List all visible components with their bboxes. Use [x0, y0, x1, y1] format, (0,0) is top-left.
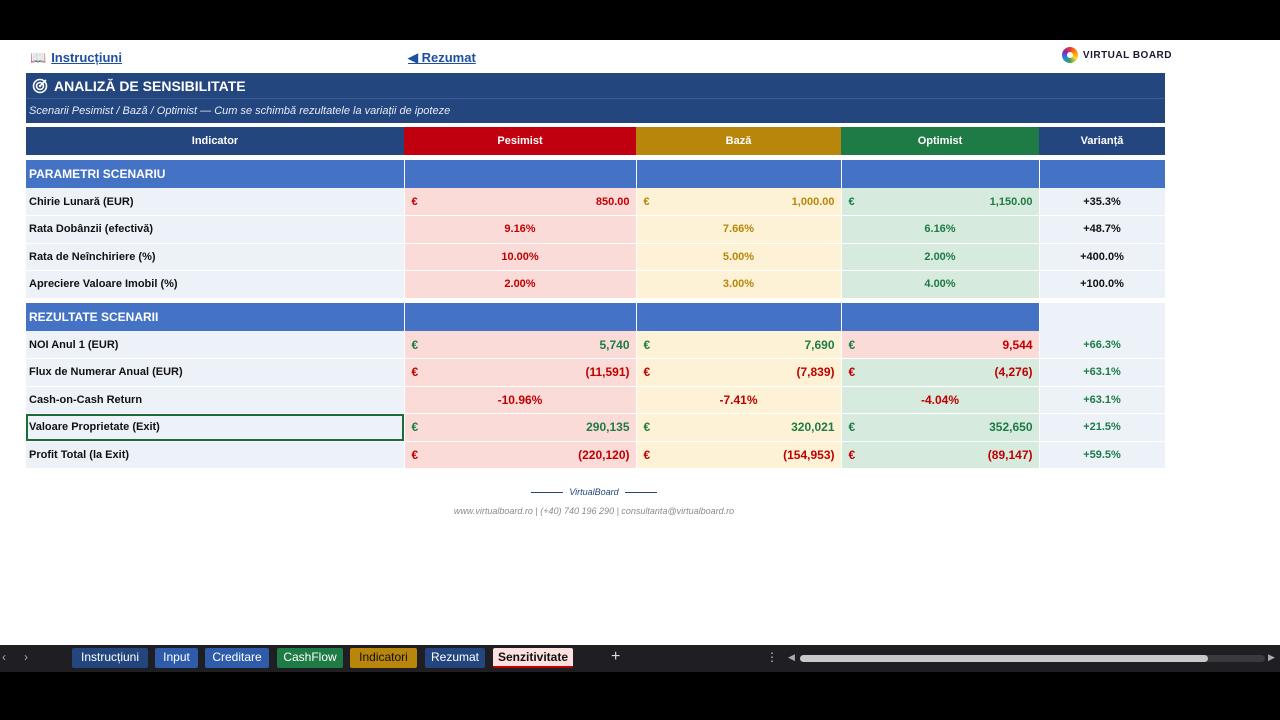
table-row: NOI Anul 1 (EUR) €5,740 €7,690 €9,544 +6…: [26, 331, 1166, 359]
cell-optimist[interactable]: 6.16%: [841, 215, 1040, 244]
header-varianta: Varianță: [1039, 127, 1165, 155]
table-row: Cash-on-Cash Return -10.96% -7.41% -4.04…: [26, 386, 1166, 414]
header-optimist: Optimist: [841, 127, 1039, 155]
instructions-link-label: Instrucțiuni: [51, 50, 122, 65]
cell-pesimist[interactable]: €850.00: [404, 188, 637, 216]
row-label[interactable]: NOI Anul 1 (EUR): [26, 331, 405, 359]
cell-variance[interactable]: +63.1%: [1039, 386, 1166, 414]
cell-pesimist[interactable]: € (11,591): [404, 358, 637, 387]
cell-variance[interactable]: +59.5%: [1039, 441, 1166, 469]
row-label[interactable]: Profit Total (la Exit): [26, 441, 405, 469]
cell-pesimist[interactable]: 9.16%: [404, 215, 637, 244]
row-label[interactable]: Flux de Numerar Anual (EUR): [26, 358, 405, 387]
more-options-icon[interactable]: ⋮: [766, 650, 778, 664]
footer: VirtualBoard www.virtualboard.ro | (+40)…: [400, 487, 788, 516]
table-header-row: Indicator Pesimist Bază Optimist Varianț…: [26, 127, 1165, 155]
footer-brand: VirtualBoard: [400, 487, 788, 497]
cell-pesimist[interactable]: €290,135: [404, 413, 637, 442]
cell-variance[interactable]: +66.3%: [1039, 331, 1166, 359]
target-icon: [32, 78, 48, 93]
tab-input[interactable]: Input: [155, 648, 198, 668]
instructions-link[interactable]: 📖 Instrucțiuni: [30, 50, 122, 66]
cell-baza[interactable]: 7.66%: [636, 215, 842, 244]
cell-baza[interactable]: 5.00%: [636, 243, 842, 271]
tab-senzitivitate[interactable]: Senzitivitate: [493, 648, 573, 668]
sheet-tab-bar: ‹ › Instrucțiuni Input Creditare CashFlo…: [0, 645, 1280, 672]
row-label[interactable]: Apreciere Valoare Imobil (%): [26, 270, 405, 299]
section-title: REZULTATE SCENARII: [26, 303, 405, 331]
page-title: ANALIZĂ DE SENSIBILITATE: [54, 77, 246, 94]
cell-baza[interactable]: €1,000.00: [636, 188, 842, 216]
page-title-bar: ANALIZĂ DE SENSIBILITATE: [26, 73, 1165, 98]
cell-optimist[interactable]: €352,650: [841, 413, 1040, 442]
section-parameters: PARAMETRI SCENARIU: [26, 160, 1166, 188]
section-results: REZULTATE SCENARII: [26, 303, 1166, 331]
cell-optimist[interactable]: €1,150.00: [841, 188, 1040, 216]
tab-cashflow[interactable]: CashFlow: [277, 648, 343, 668]
table-row: Profit Total (la Exit) € (220,120) € (154,…: [26, 441, 1166, 469]
page-subtitle: Scenarii Pesimist / Bază / Optimist — Cu…: [26, 98, 1165, 123]
cell-pesimist[interactable]: € (220,120): [404, 441, 637, 469]
table-row: Rata Dobânzii (efectivă) 9.16% 7.66% 6.1…: [26, 215, 1166, 244]
cell-optimist[interactable]: 2.00%: [841, 243, 1040, 271]
row-label[interactable]: Chirie Lunară (EUR): [26, 188, 405, 216]
cell-pesimist[interactable]: 2.00%: [404, 270, 637, 299]
cell-variance[interactable]: +35.3%: [1039, 188, 1166, 216]
cell-variance[interactable]: +48.7%: [1039, 215, 1166, 244]
cell-baza[interactable]: € (7,839): [636, 358, 842, 387]
cell-variance[interactable]: +100.0%: [1039, 270, 1166, 299]
table-row: Valoare Proprietate (Exit) €290,135 €320…: [26, 413, 1166, 442]
scroll-left-arrow-icon[interactable]: ◀: [788, 652, 795, 662]
header-pesimist: Pesimist: [404, 127, 636, 155]
sensitivity-table-wrapper: ANALIZĂ DE SENSIBILITATE Scenarii Pesimi…: [26, 73, 1166, 469]
tab-scroll-right-icon[interactable]: ›: [24, 650, 28, 664]
cell-pesimist[interactable]: 10.00%: [404, 243, 637, 271]
row-label-selected[interactable]: Valoare Proprietate (Exit): [26, 413, 405, 442]
table-row: Flux de Numerar Anual (EUR) € (11,591) €(…: [26, 358, 1166, 387]
virtualboard-logo: VIRTUAL BOARD: [1061, 47, 1172, 63]
footer-brand-text: VirtualBoard: [569, 487, 619, 497]
cell-variance[interactable]: +21.5%: [1039, 413, 1166, 442]
cell-baza[interactable]: 3.00%: [636, 270, 842, 299]
cell-optimist[interactable]: €9,544: [841, 331, 1040, 359]
summary-link[interactable]: ◀ Rezumat: [408, 50, 476, 65]
tab-creditare[interactable]: Creditare: [205, 648, 269, 668]
table-row: Apreciere Valoare Imobil (%) 2.00% 3.00%…: [26, 270, 1166, 299]
header-indicator: Indicator: [26, 127, 404, 155]
cell-optimist[interactable]: € (4,276): [841, 358, 1040, 387]
cell-optimist[interactable]: € (89,147): [841, 441, 1040, 469]
footer-contact: www.virtualboard.ro | (+40) 740 196 290 …: [453, 506, 735, 516]
cell-baza[interactable]: € (154,953): [636, 441, 842, 469]
section-title: PARAMETRI SCENARIU: [26, 160, 405, 188]
scroll-right-arrow-icon[interactable]: ▶: [1268, 652, 1275, 662]
cell-optimist[interactable]: -4.04%: [841, 386, 1040, 414]
cell-optimist[interactable]: 4.00%: [841, 270, 1040, 299]
cell-baza[interactable]: €7,690: [636, 331, 842, 359]
tab-instructiuni[interactable]: Instrucțiuni: [72, 648, 148, 668]
row-label[interactable]: Rata de Neînchiriere (%): [26, 243, 405, 271]
add-sheet-button[interactable]: +: [611, 648, 621, 665]
table-row: Chirie Lunară (EUR) €850.00 €1,000.00 €1…: [26, 188, 1166, 216]
table-row: Rata de Neînchiriere (%) 10.00% 5.00% 2.…: [26, 243, 1166, 271]
logo-text: VIRTUAL BOARD: [1082, 49, 1172, 61]
cell-variance[interactable]: +63.1%: [1039, 358, 1166, 387]
header-baza: Bază: [636, 127, 841, 155]
cell-pesimist[interactable]: €5,740: [404, 331, 637, 359]
sensitivity-table: Indicator Pesimist Bază Optimist Varianț…: [26, 127, 1166, 469]
cell-variance[interactable]: +400.0%: [1039, 243, 1166, 271]
row-label[interactable]: Cash-on-Cash Return: [26, 386, 405, 414]
horizontal-scrollbar[interactable]: [800, 655, 1265, 662]
cell-baza[interactable]: -7.41%: [636, 386, 842, 414]
book-icon: 📖: [30, 50, 47, 65]
tab-rezumat[interactable]: Rezumat: [425, 648, 485, 668]
row-label[interactable]: Rata Dobânzii (efectivă): [26, 215, 405, 244]
scrollbar-thumb[interactable]: [800, 655, 1208, 662]
tab-indicatori[interactable]: Indicatori: [350, 648, 417, 668]
cell-baza[interactable]: €320,021: [636, 413, 842, 442]
spreadsheet-sheet: 📖 Instrucțiuni ◀ Rezumat VIRTUAL BOARD AN…: [0, 40, 1280, 645]
tab-scroll-left-icon[interactable]: ‹: [2, 650, 6, 664]
logo-icon: [1061, 47, 1078, 63]
cell-pesimist[interactable]: -10.96%: [404, 386, 637, 414]
